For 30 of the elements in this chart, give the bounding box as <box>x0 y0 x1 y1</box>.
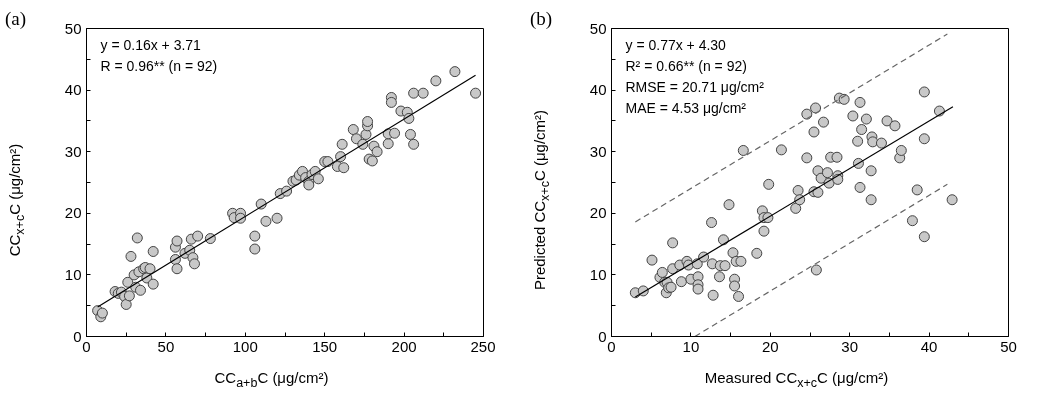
y-tick-label: 40 <box>589 81 607 99</box>
annotation: R² = 0.66** (n = 92) <box>625 57 747 74</box>
x-tick-label: 150 <box>312 337 338 355</box>
y-tick-label: 20 <box>64 204 82 222</box>
x-axis-title: CC$_{a+b}$C (μg/cm²) <box>213 368 330 392</box>
chart-title: (a) <box>5 8 27 29</box>
x-tick-label: 200 <box>391 337 417 355</box>
x-axis-title: Measured CC$_{x+c}$C (μg/cm²) <box>703 368 890 392</box>
y-tick-label: 30 <box>64 142 82 160</box>
x-tick-label: 20 <box>761 337 779 355</box>
annotation: R = 0.96** (n = 92) <box>100 57 218 74</box>
y-tick-label: 10 <box>64 265 82 283</box>
y-tick-label: 50 <box>64 19 82 37</box>
y-tick-label: 30 <box>589 142 607 160</box>
x-tick-label: 30 <box>841 337 859 355</box>
y-tick-label: 50 <box>589 19 607 37</box>
x-tick-label: 50 <box>1000 337 1017 355</box>
annotation: y = 0.77x + 4.30 <box>625 36 727 53</box>
x-tick-label: 50 <box>157 337 175 355</box>
annotation: RMSE = 20.71 μg/cm² <box>625 78 765 95</box>
y-tick-label: 20 <box>589 204 607 222</box>
annotation: y = 0.16x + 3.71 <box>100 36 202 53</box>
x-tick-label: 40 <box>920 337 938 355</box>
y-tick-label: 40 <box>64 81 82 99</box>
x-tick-label: 250 <box>470 337 496 355</box>
x-tick-label: 100 <box>232 337 258 355</box>
y-tick-label: 10 <box>589 265 607 283</box>
annotation: MAE = 4.53 μg/cm² <box>625 99 747 116</box>
x-tick-label: 10 <box>682 337 700 355</box>
chart-title: (b) <box>530 8 553 29</box>
